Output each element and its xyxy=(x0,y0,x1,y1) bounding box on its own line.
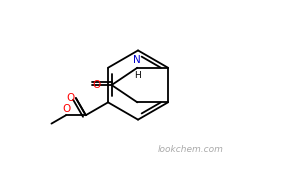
Text: O: O xyxy=(62,104,70,114)
Text: O: O xyxy=(67,93,75,103)
Text: H: H xyxy=(134,70,141,80)
Text: N: N xyxy=(133,55,141,65)
Text: lookchem.com: lookchem.com xyxy=(158,145,224,154)
Text: O: O xyxy=(93,80,101,90)
